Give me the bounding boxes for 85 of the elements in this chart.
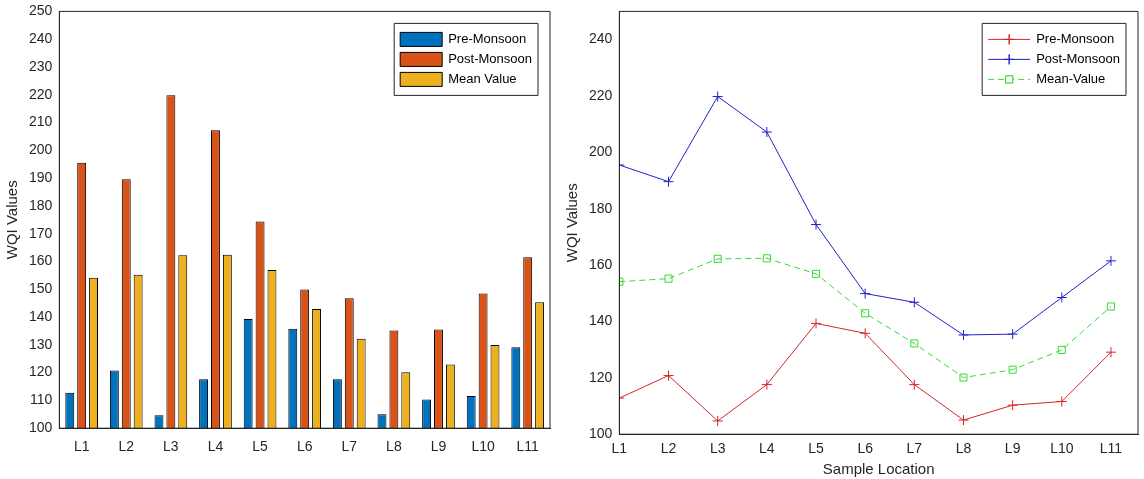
legend-label: Pre-Monsoon: [1036, 30, 1115, 46]
x-tick-label: L2: [118, 438, 135, 455]
point: [713, 254, 722, 263]
y-tick-label: 100: [589, 425, 613, 442]
point: [1105, 346, 1117, 358]
point: [810, 317, 822, 329]
y-tick-label: 110: [30, 391, 53, 408]
x-tick-label: L10: [471, 438, 495, 455]
point: [910, 339, 919, 348]
y-tick-label: 230: [29, 57, 53, 74]
point: [663, 176, 675, 188]
point: [761, 379, 773, 391]
x-tick-label: L6: [296, 438, 313, 455]
point: [1106, 302, 1115, 311]
legend-label: Mean Value: [448, 70, 517, 86]
x-axis-title: Sample Location: [822, 460, 935, 478]
x-tick-label: L2: [660, 440, 677, 457]
y-axis-title: WQI Values: [3, 180, 21, 260]
point: [761, 126, 773, 138]
x-tick-label: L6: [857, 440, 874, 457]
point: [959, 373, 968, 382]
y-tick-label: 140: [589, 312, 613, 329]
x-tick-label: L4: [207, 438, 224, 455]
point: [908, 379, 920, 391]
point: [1056, 292, 1068, 303]
point: [859, 288, 871, 300]
x-tick-label: L7: [906, 440, 923, 457]
point: [1008, 365, 1017, 374]
y-tick-label: 140: [29, 307, 53, 324]
point: [1105, 255, 1117, 267]
y-tick-label: 200: [29, 141, 53, 158]
x-tick-label: L5: [808, 440, 824, 457]
x-tick-label: L7: [341, 438, 358, 455]
y-tick-label: 250: [29, 2, 53, 19]
x-tick-label: L1: [611, 440, 628, 457]
x-tick-label: L3: [709, 440, 726, 457]
y-tick-label: 220: [589, 86, 613, 103]
y-tick-label: 240: [589, 30, 613, 47]
point: [908, 296, 920, 308]
point: [861, 309, 870, 318]
x-tick-label: L10: [1050, 440, 1074, 457]
legend-label: Post-Monsoon: [1036, 50, 1121, 66]
point: [712, 91, 724, 103]
x-tick-label: L5: [252, 438, 269, 455]
y-tick-label: 150: [29, 280, 53, 297]
x-tick-label: L9: [430, 438, 447, 455]
point: [663, 370, 675, 382]
point: [811, 269, 821, 278]
x-tick-label: L3: [163, 438, 179, 455]
legend-label: Pre-Monsoon: [448, 30, 527, 46]
y-tick-label: 180: [29, 196, 53, 213]
point: [1007, 399, 1019, 411]
y-tick-label: 160: [589, 255, 613, 272]
y-tick-label: 240: [29, 30, 53, 47]
point: [957, 329, 969, 341]
y-axis-title: WQI Values: [563, 183, 581, 263]
x-tick-label: L9: [1004, 440, 1021, 457]
legend-label: Mean-Value: [1036, 70, 1106, 86]
point: [664, 274, 673, 283]
point: [712, 415, 724, 427]
y-tick-label: 180: [589, 199, 613, 216]
point: [1057, 345, 1066, 354]
y-tick-label: 130: [29, 335, 53, 352]
point: [810, 218, 822, 230]
point: [1056, 396, 1068, 407]
point: [859, 327, 871, 339]
y-tick-label: 220: [29, 85, 53, 102]
x-tick-label: L8: [955, 440, 972, 457]
point: [957, 414, 969, 426]
x-tick-label: L1: [73, 438, 90, 455]
x-tick-label: L11: [516, 438, 540, 455]
y-tick-label: 200: [589, 143, 613, 160]
y-tick-label: 100: [29, 419, 53, 436]
legend-label: Post-Monsoon: [448, 50, 533, 66]
x-tick-label: L11: [1099, 440, 1123, 457]
point: [762, 254, 771, 263]
x-tick-label: L8: [386, 438, 402, 455]
y-tick-label: 120: [29, 363, 53, 380]
y-tick-label: 170: [29, 224, 53, 241]
y-tick-label: 160: [29, 252, 53, 269]
y-tick-label: 210: [29, 113, 53, 130]
y-tick-label: 190: [29, 168, 53, 185]
point: [1007, 328, 1019, 340]
y-tick-label: 120: [589, 368, 613, 385]
x-tick-label: L4: [759, 440, 775, 457]
